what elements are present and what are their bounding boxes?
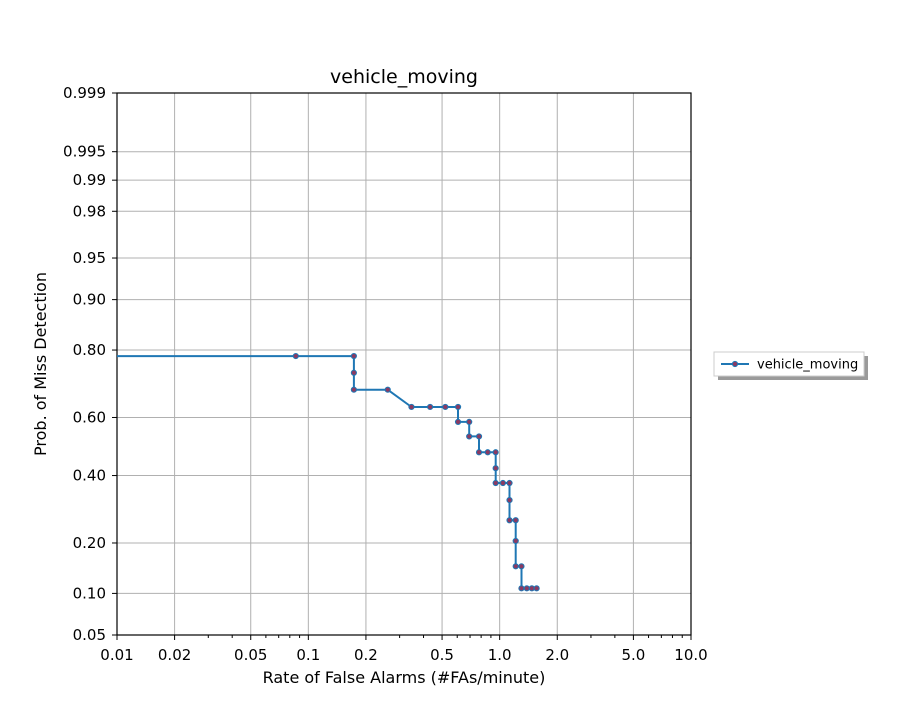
y-tick-label: 0.60 — [73, 408, 106, 426]
data-point — [484, 449, 491, 456]
data-point — [350, 352, 357, 360]
data-point — [454, 403, 462, 411]
data-point — [454, 418, 462, 426]
chart-title: vehicle_moving — [330, 66, 478, 88]
x-tick-label: 2.0 — [545, 646, 569, 664]
data-point — [466, 418, 473, 426]
x-tick-label: 0.1 — [296, 646, 320, 664]
data-point — [518, 563, 525, 570]
y-tick-label: 0.999 — [63, 84, 106, 102]
data-point — [466, 433, 473, 440]
data-point — [384, 386, 391, 393]
y-tick-label: 0.98 — [73, 202, 106, 220]
x-tick-label: 5.0 — [621, 646, 645, 664]
y-tick-label: 0.05 — [73, 626, 106, 644]
x-tick-label: 1.0 — [488, 646, 512, 664]
data-point — [506, 497, 513, 504]
y-tick-label: 0.95 — [73, 249, 106, 267]
legend: vehicle_moving — [713, 351, 868, 380]
data-point — [492, 479, 499, 487]
data-point — [475, 449, 483, 456]
data-point — [350, 369, 357, 376]
series-line — [117, 355, 537, 590]
y-tick-label: 0.80 — [73, 341, 106, 359]
legend-label: vehicle_moving — [757, 358, 858, 373]
data-point — [292, 352, 299, 360]
data-point — [475, 433, 483, 440]
data-point — [512, 563, 519, 570]
data-point — [512, 537, 519, 545]
x-tick-label: 0.2 — [354, 646, 378, 664]
y-tick-label: 0.995 — [63, 143, 106, 161]
data-point — [506, 517, 513, 524]
data-point — [442, 403, 449, 411]
y-tick-label: 0.20 — [73, 534, 106, 552]
data-point — [506, 479, 513, 487]
data-point — [427, 403, 434, 411]
x-tick-label: 0.01 — [100, 646, 133, 664]
data-point — [523, 585, 530, 592]
data-point — [492, 449, 499, 456]
y-tick-label: 0.10 — [73, 584, 106, 602]
series-layer — [117, 352, 540, 592]
y-tick-label: 0.99 — [73, 171, 106, 189]
y-tick-label: 0.90 — [73, 291, 106, 309]
data-point — [512, 517, 519, 524]
data-point — [518, 585, 525, 592]
x-tick-label: 0.5 — [430, 646, 454, 664]
plot-frame — [116, 92, 692, 636]
data-point — [533, 585, 540, 592]
x-tick-label: 10.0 — [674, 646, 707, 664]
y-axis-label: Prob. of Miss Detection — [31, 272, 50, 456]
data-point — [499, 479, 507, 487]
legend-marker-swatch — [731, 360, 739, 368]
x-tick-label: 0.05 — [234, 646, 267, 664]
y-tick-label: 0.40 — [73, 467, 106, 485]
grid-layer — [116, 92, 692, 636]
data-point — [492, 465, 499, 472]
tick-layer: 0.01 0.02 0.05 0.1 0.2 0.5 1.0 2.0 5.0 10.0 0.05 0.… — [63, 84, 708, 664]
x-tick-label: 0.02 — [158, 646, 191, 664]
data-point — [408, 403, 415, 411]
data-point — [350, 386, 357, 393]
x-axis-label: Rate of False Alarms (#FAs/minute) — [263, 668, 546, 687]
